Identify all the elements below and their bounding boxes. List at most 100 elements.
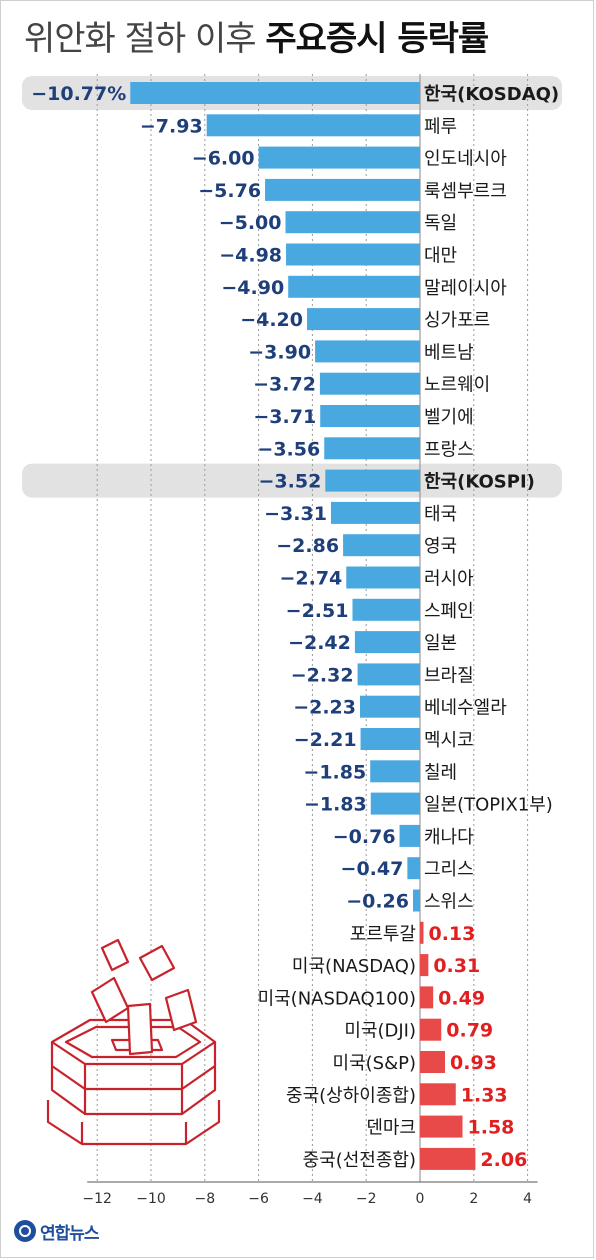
- x-tick-label: −8: [194, 1191, 215, 1207]
- bar: [130, 82, 421, 104]
- value-label: −7.93: [140, 115, 203, 137]
- value-label: −2.74: [279, 568, 342, 590]
- category-label: 벨기에: [424, 407, 474, 428]
- logo-icon: [14, 1220, 36, 1242]
- category-label: 싱가포르: [424, 310, 490, 331]
- category-label: 미국(NASDAQ): [292, 956, 416, 977]
- category-label: 미국(NASDAQ100): [258, 988, 416, 1009]
- value-label: 0.31: [433, 955, 480, 977]
- bar: [420, 1115, 463, 1138]
- bar: [420, 986, 434, 1009]
- bar: [352, 598, 420, 621]
- category-label: 덴마크: [366, 1118, 416, 1139]
- category-label: 중국(상하이종합): [286, 1085, 416, 1106]
- x-tick-label: −2: [356, 1191, 377, 1207]
- bar: [285, 211, 420, 234]
- value-label: −3.90: [248, 341, 311, 363]
- bar: [407, 857, 420, 880]
- bar: [360, 695, 420, 718]
- category-label: 포르투갈: [350, 924, 416, 945]
- value-label: 1.33: [461, 1084, 508, 1106]
- value-label: −2.21: [294, 729, 357, 751]
- value-label: −2.86: [276, 535, 339, 557]
- value-label: −4.90: [221, 277, 284, 299]
- bar: [286, 243, 420, 266]
- category-label: 칠레: [424, 762, 457, 783]
- category-label: 한국(KOSDAQ): [424, 84, 559, 105]
- value-label: −2.32: [291, 664, 354, 686]
- bar: [307, 308, 420, 331]
- x-tick-label: −10: [136, 1191, 166, 1207]
- bar: [420, 1083, 456, 1106]
- bar: [354, 631, 420, 654]
- bar: [360, 728, 420, 750]
- category-label: 일본(TOPIX1부): [424, 795, 553, 816]
- title-emphasis: 주요증시 등락률: [265, 19, 489, 59]
- category-label: 그리스: [424, 859, 474, 880]
- category-label: 러시아: [424, 569, 474, 590]
- value-label: −4.98: [219, 245, 282, 267]
- value-label: −0.76: [333, 826, 396, 848]
- category-label: 스위스: [424, 892, 474, 913]
- value-label: −3.31: [264, 503, 327, 525]
- bar: [320, 405, 420, 427]
- bar: [399, 824, 420, 847]
- value-label: −0.47: [341, 858, 404, 880]
- category-label: 중국(선전종합): [303, 1150, 416, 1171]
- value-label: 0.13: [428, 923, 475, 945]
- bar: [420, 1018, 442, 1041]
- value-label: −2.42: [288, 632, 351, 654]
- bar: [420, 1051, 446, 1073]
- logo: 연합뉴스: [14, 1216, 100, 1246]
- value-label: −0.26: [346, 891, 409, 913]
- logo-text: 연합뉴스: [40, 1223, 100, 1244]
- bar: [357, 663, 420, 686]
- value-label: −10.77%: [31, 83, 126, 105]
- category-label: 말레이시아: [424, 278, 507, 299]
- value-label: 0.79: [446, 1020, 493, 1042]
- value-label: −3.56: [257, 438, 320, 460]
- value-label: 2.06: [480, 1149, 527, 1171]
- x-tick-label: 2: [469, 1191, 478, 1207]
- value-label: 0.49: [438, 987, 485, 1009]
- category-label: 브라질: [424, 665, 474, 686]
- category-label: 미국(S&P): [333, 1053, 416, 1074]
- category-label: 프랑스: [424, 439, 474, 460]
- bar: [324, 437, 420, 460]
- category-label: 미국(DJI): [344, 1021, 416, 1042]
- bar: [420, 954, 429, 977]
- category-label: 대만: [424, 246, 457, 267]
- category-label: 일본: [424, 633, 457, 654]
- value-label: −3.52: [258, 471, 321, 493]
- bar: [343, 534, 420, 557]
- value-label: −5.00: [219, 212, 282, 234]
- ballot-box-illustration: [46, 938, 221, 1146]
- bar: [346, 566, 420, 589]
- value-label: 1.58: [468, 1117, 515, 1139]
- category-label: 베트남: [424, 342, 474, 363]
- category-label: 베네수엘라: [424, 698, 507, 719]
- value-label: −6.00: [192, 148, 255, 170]
- chart-title: 위안화 절하 이후 주요증시 등락률: [24, 14, 489, 64]
- value-label: −3.72: [253, 374, 316, 396]
- category-label: 스페인: [424, 601, 474, 622]
- value-label: −4.20: [240, 309, 303, 331]
- value-label: −1.83: [304, 794, 367, 816]
- category-label: 태국: [424, 504, 457, 525]
- x-tick-label: −6: [248, 1191, 269, 1207]
- bar: [420, 921, 424, 944]
- bar: [265, 178, 420, 201]
- bar: [330, 501, 420, 524]
- x-tick-label: 4: [523, 1191, 532, 1207]
- value-label: −2.51: [286, 600, 349, 622]
- bar: [258, 146, 420, 169]
- title-prefix: 위안화 절하 이후: [24, 19, 257, 59]
- bar: [319, 372, 420, 395]
- x-tick-label: −4: [302, 1191, 323, 1207]
- bar: [325, 469, 420, 492]
- value-label: 0.93: [450, 1052, 497, 1074]
- bar: [413, 889, 420, 912]
- category-label: 페루: [424, 116, 457, 137]
